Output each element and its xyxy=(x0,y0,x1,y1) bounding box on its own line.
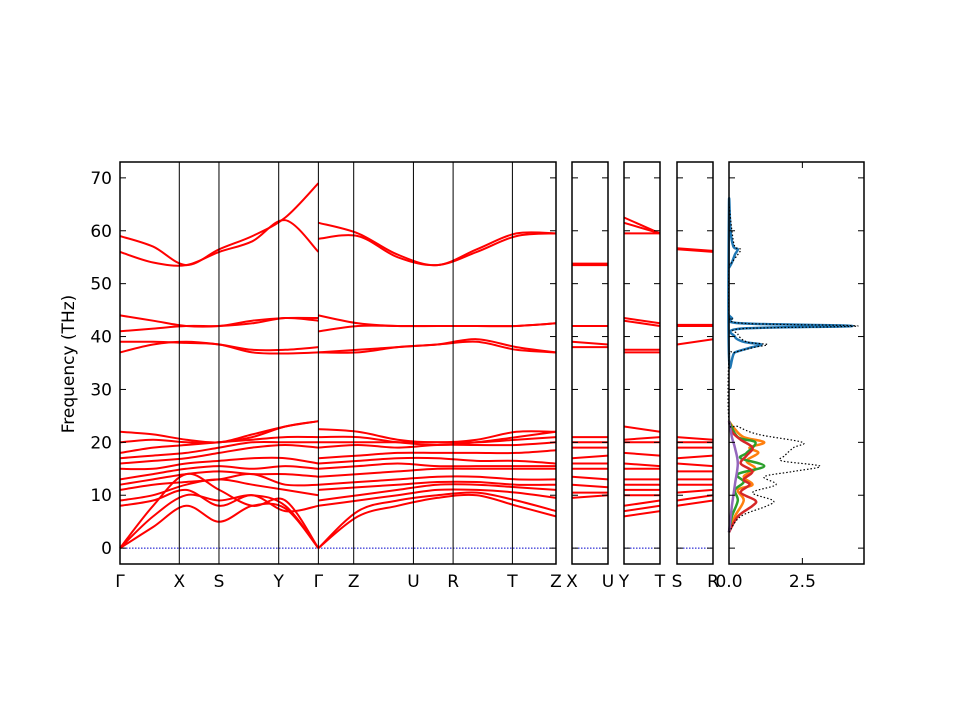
phonon-band-line xyxy=(676,248,714,253)
x-tick-label: 0.0 xyxy=(715,572,742,592)
phonon-band-line xyxy=(623,499,661,507)
phonon-band-line xyxy=(623,425,661,433)
x-tick-label: Y xyxy=(273,572,285,592)
y-tick-label: 30 xyxy=(90,380,112,400)
dos-series-line xyxy=(727,197,854,369)
x-tick-label: Z xyxy=(348,572,360,592)
phonon-band-line xyxy=(623,451,661,457)
phonon-band-line xyxy=(318,221,557,267)
phonon-band-line xyxy=(318,456,557,465)
y-tick-label: 60 xyxy=(90,222,112,242)
panel-dos: 0.0 2.5 xyxy=(715,161,865,592)
phonon-band-line xyxy=(318,428,557,444)
x-tick-label: S xyxy=(672,572,683,592)
y-tick-label: 70 xyxy=(90,169,112,189)
phonon-band-line xyxy=(676,499,714,507)
phonon-band-line xyxy=(318,483,557,502)
phonon-band-line xyxy=(318,475,557,486)
phonon-band-line xyxy=(317,491,557,549)
phonon-band-line xyxy=(318,340,557,354)
panel-frame xyxy=(676,161,714,565)
dos-series-line xyxy=(727,420,758,533)
y-tick-label: 50 xyxy=(90,275,112,295)
x-tick-label: Y xyxy=(618,572,630,592)
phonon-band-line xyxy=(676,338,714,346)
x-tick-label: T xyxy=(654,572,666,592)
phonon-band-line xyxy=(623,317,661,325)
phonon-band-line xyxy=(676,494,714,502)
phonon-band-line xyxy=(318,314,557,328)
phonon-band-line xyxy=(318,467,556,478)
x-tick-label: X xyxy=(173,572,185,592)
x-tick-label: Z xyxy=(550,572,562,592)
x-tick-label: S xyxy=(214,572,225,592)
y-tick-label: 0 xyxy=(101,539,112,559)
phonon-band-line xyxy=(318,480,557,491)
panel-frame xyxy=(571,161,609,565)
phonon-band-line xyxy=(318,462,556,470)
x-tick-label: Γ xyxy=(314,572,324,592)
plot-panels: Γ X S Y Γ Z U R T Z X U Y T S R0.0 2.5 xyxy=(115,161,865,592)
x-tick-label: R xyxy=(707,572,719,592)
y-tick-label: 20 xyxy=(90,433,112,453)
x-tick-label: 2.5 xyxy=(789,572,816,592)
phonon-band-line xyxy=(623,504,661,513)
y-axis-label: Frequency (THz) xyxy=(59,295,79,434)
panel-frame xyxy=(728,161,865,565)
phonon-band-line xyxy=(676,454,714,460)
x-tick-label: Γ xyxy=(115,572,125,592)
phonon-band-line xyxy=(676,436,714,441)
phonon-band-line xyxy=(571,454,609,460)
phonon-band-line xyxy=(676,247,714,252)
y-tick-label: 10 xyxy=(90,486,112,506)
phonon-band-line xyxy=(623,462,661,468)
dos-series-line xyxy=(727,420,740,533)
x-tick-label: U xyxy=(407,572,419,592)
phonon-band-line xyxy=(318,488,557,507)
panel-frame xyxy=(119,161,557,565)
phonon-band-line xyxy=(676,488,714,494)
phonon-band-line xyxy=(318,449,557,460)
phonon-band-line xyxy=(676,462,714,468)
phonon-band-line xyxy=(623,436,661,441)
phonon-band-line xyxy=(571,475,609,481)
x-tick-label: U xyxy=(602,572,614,592)
phonon-band-line xyxy=(317,493,557,549)
phonon-band-line xyxy=(623,510,661,518)
panel-frame xyxy=(623,161,661,565)
phonon-band-line xyxy=(571,483,609,489)
x-tick-label: X xyxy=(566,572,578,592)
phonon-band-line xyxy=(318,430,557,447)
y-axis-ticks: 0 10 20 30 40 50 60 70 xyxy=(90,169,112,559)
dos-series-line xyxy=(727,420,766,533)
dos-total-line xyxy=(727,204,859,533)
phonon-band-line xyxy=(571,340,609,346)
y-tick-label: 40 xyxy=(90,328,112,348)
x-tick-label: R xyxy=(447,572,459,592)
x-tick-label: T xyxy=(506,572,518,592)
phonon-band-line xyxy=(623,319,661,327)
